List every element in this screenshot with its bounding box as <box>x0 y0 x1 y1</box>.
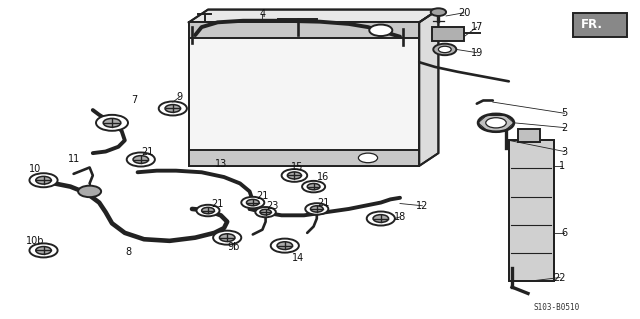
Polygon shape <box>419 10 438 166</box>
Text: 10: 10 <box>29 164 42 174</box>
Text: 6: 6 <box>561 228 568 238</box>
Circle shape <box>241 197 264 208</box>
Polygon shape <box>189 150 419 166</box>
Circle shape <box>36 247 51 254</box>
Circle shape <box>310 206 323 212</box>
Text: FR.: FR. <box>581 18 603 31</box>
Circle shape <box>202 207 214 214</box>
Circle shape <box>220 234 235 241</box>
Text: 1: 1 <box>559 161 565 171</box>
Circle shape <box>287 172 301 179</box>
Circle shape <box>96 115 128 131</box>
Circle shape <box>196 205 220 216</box>
Text: 18: 18 <box>394 212 406 222</box>
Text: 11: 11 <box>67 154 80 165</box>
Text: 21: 21 <box>317 197 330 208</box>
Polygon shape <box>189 22 419 166</box>
Text: 7: 7 <box>131 95 138 106</box>
Circle shape <box>165 105 180 112</box>
Text: S103-B0510: S103-B0510 <box>534 303 580 312</box>
Text: 21: 21 <box>256 191 269 201</box>
Circle shape <box>373 215 388 222</box>
Circle shape <box>282 169 307 182</box>
Text: 14: 14 <box>291 253 304 263</box>
Text: 9b: 9b <box>227 242 240 252</box>
Text: 16: 16 <box>317 172 330 182</box>
Text: 17: 17 <box>470 22 483 32</box>
Text: 12: 12 <box>416 201 429 211</box>
Circle shape <box>133 156 148 163</box>
Circle shape <box>29 173 58 187</box>
Text: 5: 5 <box>561 108 568 118</box>
Polygon shape <box>509 140 554 281</box>
Circle shape <box>433 44 456 55</box>
Circle shape <box>358 153 378 163</box>
Text: 23: 23 <box>266 201 278 211</box>
Circle shape <box>36 176 51 184</box>
Text: 21: 21 <box>141 146 154 157</box>
Circle shape <box>271 239 299 253</box>
Text: 9: 9 <box>176 92 182 102</box>
Circle shape <box>307 183 320 190</box>
Circle shape <box>78 186 101 197</box>
Circle shape <box>438 46 451 53</box>
Bar <box>573 13 627 37</box>
Circle shape <box>29 243 58 257</box>
Circle shape <box>213 231 241 245</box>
Circle shape <box>260 209 271 215</box>
Text: 10b: 10b <box>26 236 44 246</box>
Circle shape <box>277 242 292 249</box>
Polygon shape <box>518 129 540 142</box>
Circle shape <box>305 203 328 215</box>
Circle shape <box>369 25 392 36</box>
Text: 2: 2 <box>561 122 568 133</box>
Circle shape <box>302 181 325 192</box>
Polygon shape <box>189 22 419 38</box>
Circle shape <box>367 211 395 226</box>
Circle shape <box>103 118 121 127</box>
Circle shape <box>431 8 446 16</box>
Circle shape <box>159 101 187 115</box>
Text: 20: 20 <box>458 8 470 18</box>
Text: 3: 3 <box>561 146 568 157</box>
Circle shape <box>486 118 506 128</box>
Circle shape <box>255 207 276 217</box>
Circle shape <box>127 152 155 167</box>
Text: 13: 13 <box>214 159 227 169</box>
Text: 4: 4 <box>259 9 266 19</box>
Polygon shape <box>189 10 438 22</box>
Text: 8: 8 <box>125 247 131 257</box>
Text: 19: 19 <box>470 48 483 58</box>
Polygon shape <box>432 27 464 41</box>
Circle shape <box>246 199 259 206</box>
Circle shape <box>478 114 514 132</box>
Text: 22: 22 <box>554 272 566 283</box>
Text: 15: 15 <box>291 162 304 173</box>
Text: 21: 21 <box>211 199 224 209</box>
